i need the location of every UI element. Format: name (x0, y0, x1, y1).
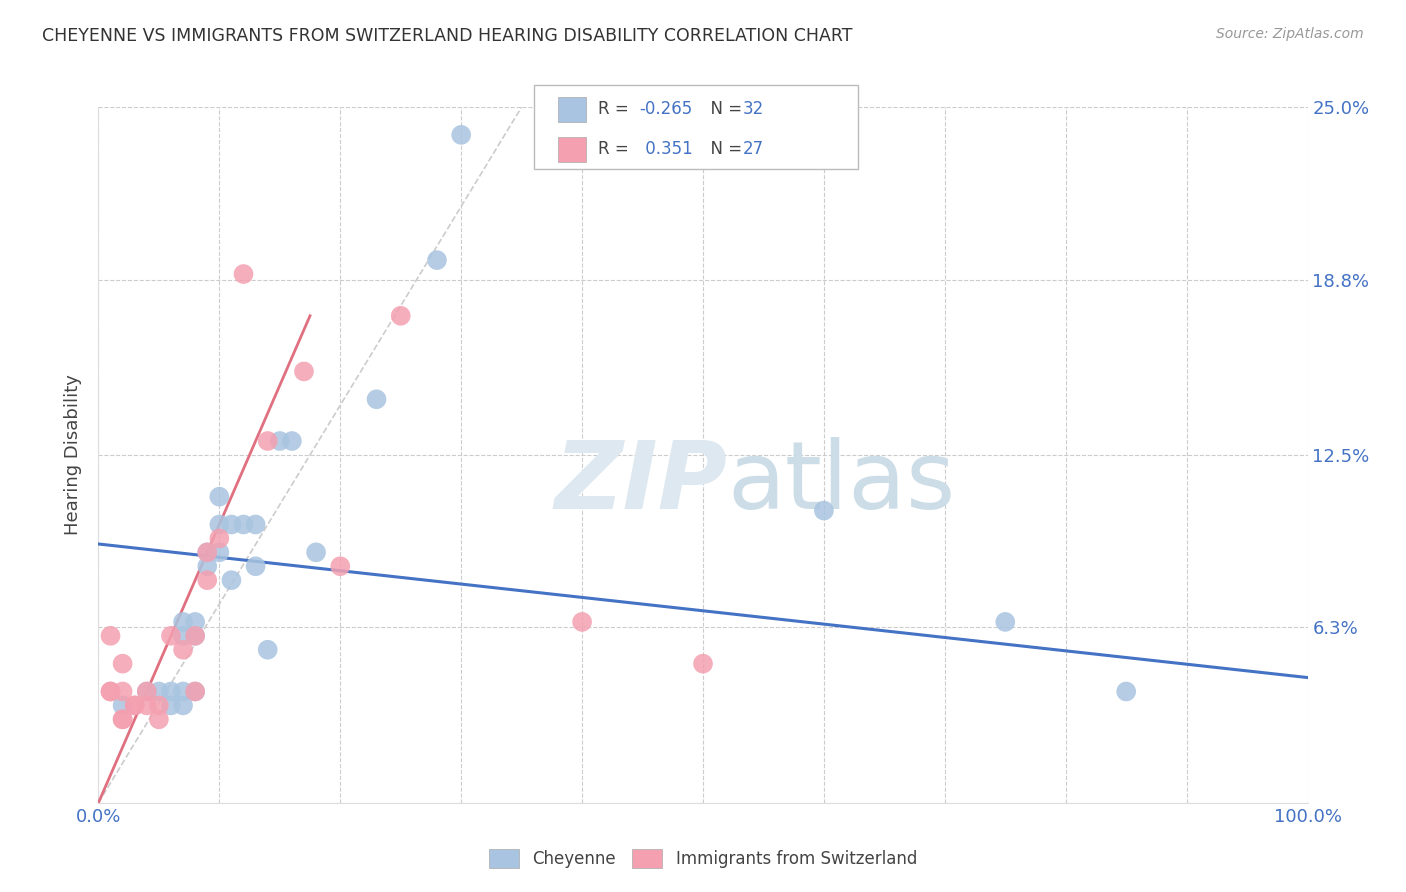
Point (160, 684, 183, 698)
Point (281, 434, 304, 448)
Point (389, 309, 412, 323)
Text: -0.265: -0.265 (640, 100, 693, 118)
Point (111, 712, 134, 726)
Point (111, 657, 134, 671)
Point (269, 434, 291, 448)
Point (160, 629, 183, 643)
Point (232, 267, 254, 281)
Point (256, 434, 278, 448)
Point (135, 698, 157, 713)
Point (124, 698, 146, 713)
Point (172, 642, 194, 657)
Point (172, 629, 194, 643)
Text: atlas: atlas (727, 437, 956, 529)
Point (172, 684, 194, 698)
Point (184, 615, 207, 629)
Point (184, 684, 207, 698)
Point (221, 573, 243, 587)
Point (1115, 684, 1137, 698)
Point (232, 517, 254, 532)
Point (245, 559, 267, 574)
Point (692, 657, 714, 671)
Text: R =: R = (598, 100, 634, 118)
Point (111, 698, 134, 713)
Y-axis label: Hearing Disability: Hearing Disability (65, 375, 83, 535)
Text: 32: 32 (742, 100, 763, 118)
Text: Source: ZipAtlas.com: Source: ZipAtlas.com (1216, 27, 1364, 41)
Point (305, 545, 328, 559)
Point (208, 517, 231, 532)
Point (245, 517, 267, 532)
Point (100, 684, 122, 698)
Point (184, 629, 207, 643)
Text: 27: 27 (742, 140, 763, 158)
Point (135, 684, 157, 698)
Text: R =: R = (598, 140, 634, 158)
Text: N =: N = (700, 140, 748, 158)
Text: N =: N = (700, 100, 748, 118)
Text: CHEYENNE VS IMMIGRANTS FROM SWITZERLAND HEARING DISABILITY CORRELATION CHART: CHEYENNE VS IMMIGRANTS FROM SWITZERLAND … (42, 27, 852, 45)
Point (994, 615, 1017, 629)
Point (450, 128, 472, 142)
Point (148, 698, 170, 713)
Point (256, 642, 278, 657)
Point (111, 712, 134, 726)
Point (148, 684, 170, 698)
Point (813, 503, 835, 517)
Point (208, 545, 231, 559)
Point (124, 698, 146, 713)
Point (195, 573, 218, 587)
Point (148, 712, 170, 726)
Point (172, 698, 194, 713)
Point (135, 684, 157, 698)
Point (195, 545, 218, 559)
Point (172, 615, 194, 629)
Point (208, 490, 231, 504)
Point (100, 629, 122, 643)
Point (571, 615, 593, 629)
Point (366, 392, 388, 407)
Point (184, 684, 207, 698)
Point (195, 559, 218, 574)
Legend: Cheyenne, Immigrants from Switzerland: Cheyenne, Immigrants from Switzerland (482, 842, 924, 874)
Text: ZIP: ZIP (554, 437, 727, 529)
Point (184, 629, 207, 643)
Point (100, 684, 122, 698)
Point (208, 532, 231, 546)
Point (111, 684, 134, 698)
Point (195, 545, 218, 559)
Text: 0.351: 0.351 (640, 140, 693, 158)
Point (160, 698, 183, 713)
Point (221, 517, 243, 532)
Point (329, 559, 352, 574)
Point (292, 364, 315, 378)
Point (426, 253, 449, 268)
